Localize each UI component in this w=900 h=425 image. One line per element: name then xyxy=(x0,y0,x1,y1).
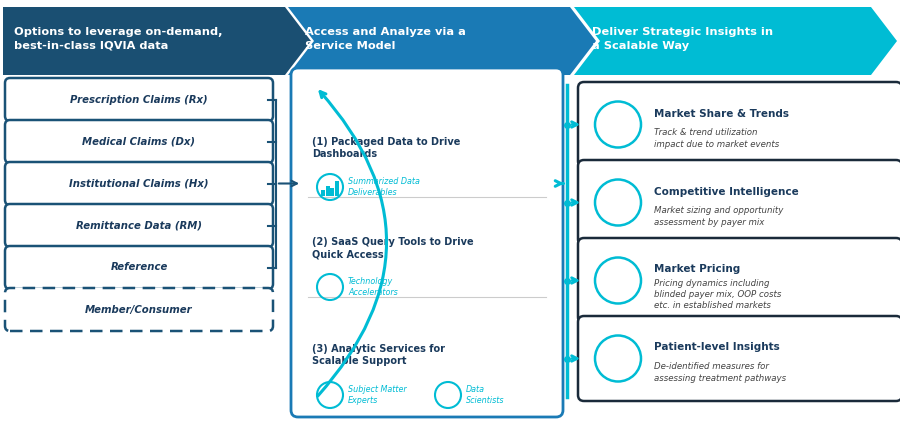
Bar xyxy=(335,181,338,196)
Bar xyxy=(326,186,329,196)
FancyBboxPatch shape xyxy=(578,160,900,245)
FancyBboxPatch shape xyxy=(578,316,900,401)
Text: Reference: Reference xyxy=(111,263,167,272)
Text: Member/Consumer: Member/Consumer xyxy=(86,304,193,314)
Text: Medical Claims (Dx): Medical Claims (Dx) xyxy=(83,136,195,147)
Text: Subject Matter
Experts: Subject Matter Experts xyxy=(348,385,407,405)
Text: Data
Scientists: Data Scientists xyxy=(466,385,505,405)
Text: Competitive Intelligence: Competitive Intelligence xyxy=(654,187,799,196)
Bar xyxy=(330,188,334,196)
FancyBboxPatch shape xyxy=(291,68,563,417)
Text: Access and Analyze via a
Service Model: Access and Analyze via a Service Model xyxy=(305,27,466,51)
Text: (3) Analytic Services for
Scalable Support: (3) Analytic Services for Scalable Suppo… xyxy=(312,344,445,366)
FancyBboxPatch shape xyxy=(5,288,273,331)
Text: Remittance Data (RM): Remittance Data (RM) xyxy=(76,221,202,230)
Text: Deliver Strategic Insights in
a Scalable Way: Deliver Strategic Insights in a Scalable… xyxy=(592,27,773,51)
Text: Technology
Accelerators: Technology Accelerators xyxy=(348,277,398,297)
Text: Pricing dynamics including
blinded payer mix, OOP costs
etc. in established mark: Pricing dynamics including blinded payer… xyxy=(654,279,781,310)
FancyBboxPatch shape xyxy=(5,246,273,289)
Polygon shape xyxy=(288,7,596,75)
FancyBboxPatch shape xyxy=(5,162,273,205)
Text: Track & trend utilization
impact due to market events: Track & trend utilization impact due to … xyxy=(654,128,779,149)
Polygon shape xyxy=(574,7,897,75)
Text: Market Pricing: Market Pricing xyxy=(654,264,740,275)
Text: Summarized Data
Deliverables: Summarized Data Deliverables xyxy=(348,177,420,197)
FancyBboxPatch shape xyxy=(5,120,273,163)
FancyBboxPatch shape xyxy=(5,204,273,247)
Bar xyxy=(321,190,325,196)
Text: De-identified measures for
assessing treatment pathways: De-identified measures for assessing tre… xyxy=(654,363,786,382)
Text: Market Share & Trends: Market Share & Trends xyxy=(654,108,789,119)
FancyBboxPatch shape xyxy=(5,78,273,121)
Text: Patient-level Insights: Patient-level Insights xyxy=(654,343,779,352)
Text: Prescription Claims (Rx): Prescription Claims (Rx) xyxy=(70,94,208,105)
Text: (1) Packaged Data to Drive
Dashboards: (1) Packaged Data to Drive Dashboards xyxy=(312,137,461,159)
Text: Market sizing and opportunity
assessment by payer mix: Market sizing and opportunity assessment… xyxy=(654,207,783,227)
Polygon shape xyxy=(3,7,311,75)
FancyBboxPatch shape xyxy=(578,238,900,323)
Text: Institutional Claims (Hx): Institutional Claims (Hx) xyxy=(69,178,209,189)
Text: Options to leverage on-demand,
best-in-class IQVIA data: Options to leverage on-demand, best-in-c… xyxy=(14,27,222,51)
FancyBboxPatch shape xyxy=(578,82,900,167)
Text: (2) SaaS Query Tools to Drive
Quick Access: (2) SaaS Query Tools to Drive Quick Acce… xyxy=(312,237,473,259)
